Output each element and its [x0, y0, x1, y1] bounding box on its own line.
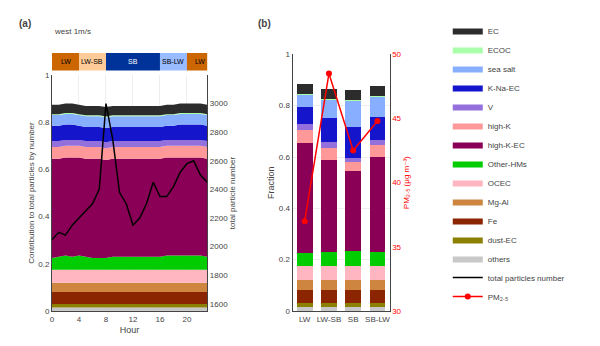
svg-text:2400: 2400: [210, 185, 228, 194]
svg-text:45: 45: [392, 114, 401, 123]
svg-text:2600: 2600: [210, 157, 228, 166]
svg-text:LW: LW: [299, 315, 311, 324]
svg-text:Contribution to total particle: Contribution to total particles by numbe…: [27, 122, 36, 264]
svg-text:12: 12: [129, 315, 138, 324]
svg-text:16: 16: [156, 315, 165, 324]
svg-text:Fraction: Fraction: [266, 166, 276, 199]
svg-text:LW-SB: LW-SB: [317, 315, 342, 324]
svg-text:sea salt: sea salt: [488, 65, 516, 74]
svg-text:20: 20: [183, 315, 192, 324]
svg-text:50: 50: [392, 50, 401, 59]
svg-text:2000: 2000: [210, 242, 228, 251]
svg-text:V: V: [488, 103, 494, 112]
svg-text:LW: LW: [61, 58, 71, 65]
svg-text:SB-LW: SB-LW: [162, 58, 184, 65]
svg-text:2800: 2800: [210, 128, 228, 137]
svg-text:SB-LW: SB-LW: [365, 315, 390, 324]
svg-text:1800: 1800: [210, 271, 228, 280]
svg-text:0.8: 0.8: [38, 118, 50, 127]
svg-text:0: 0: [286, 307, 291, 316]
svg-text:1: 1: [286, 50, 291, 59]
svg-text:Fe: Fe: [488, 217, 498, 226]
svg-text:west 1m/s: west 1m/s: [54, 27, 91, 36]
svg-text:Hour: Hour: [120, 325, 140, 335]
svg-text:high-K: high-K: [488, 122, 512, 131]
svg-text:40: 40: [392, 178, 401, 187]
svg-text:0.6: 0.6: [279, 153, 291, 162]
svg-text:SB: SB: [348, 315, 359, 324]
svg-text:0.8: 0.8: [279, 101, 291, 110]
svg-text:0: 0: [50, 315, 55, 324]
svg-text:PM₂.₅ (μg m⁻³): PM₂.₅ (μg m⁻³): [402, 156, 411, 209]
svg-text:LW-SB: LW-SB: [81, 58, 103, 65]
svg-text:0.4: 0.4: [38, 212, 50, 221]
svg-text:1600: 1600: [210, 300, 228, 309]
svg-text:high-K-EC: high-K-EC: [488, 141, 525, 150]
svg-text:30: 30: [392, 307, 401, 316]
svg-text:others: others: [488, 255, 510, 264]
svg-text:dust-EC: dust-EC: [488, 236, 517, 245]
svg-text:LW: LW: [195, 58, 205, 65]
svg-text:PM₂.₅: PM₂.₅: [488, 293, 509, 302]
svg-text:35: 35: [392, 243, 401, 252]
svg-text:1: 1: [45, 71, 50, 80]
svg-text:4: 4: [77, 315, 82, 324]
svg-text:3000: 3000: [210, 99, 228, 108]
svg-text:0.2: 0.2: [38, 260, 50, 269]
svg-text:total particle number: total particle number: [228, 156, 237, 229]
svg-text:EC: EC: [488, 27, 499, 36]
svg-text:K-Na-EC: K-Na-EC: [488, 84, 520, 93]
svg-text:2200: 2200: [210, 214, 228, 223]
svg-text:0: 0: [45, 307, 50, 316]
svg-text:(b): (b): [258, 18, 271, 29]
svg-text:(a): (a): [19, 18, 31, 29]
svg-text:Mg-Al: Mg-Al: [488, 198, 509, 207]
svg-text:total particles number: total particles number: [488, 274, 565, 283]
svg-text:OCEC: OCEC: [488, 179, 511, 188]
svg-text:0.4: 0.4: [279, 204, 291, 213]
svg-text:8: 8: [104, 315, 109, 324]
svg-text:0.6: 0.6: [38, 165, 50, 174]
svg-text:SB: SB: [128, 58, 138, 65]
svg-text:ECOC: ECOC: [488, 46, 511, 55]
svg-text:Other-HMs: Other-HMs: [488, 160, 527, 169]
svg-text:0.2: 0.2: [279, 255, 291, 264]
